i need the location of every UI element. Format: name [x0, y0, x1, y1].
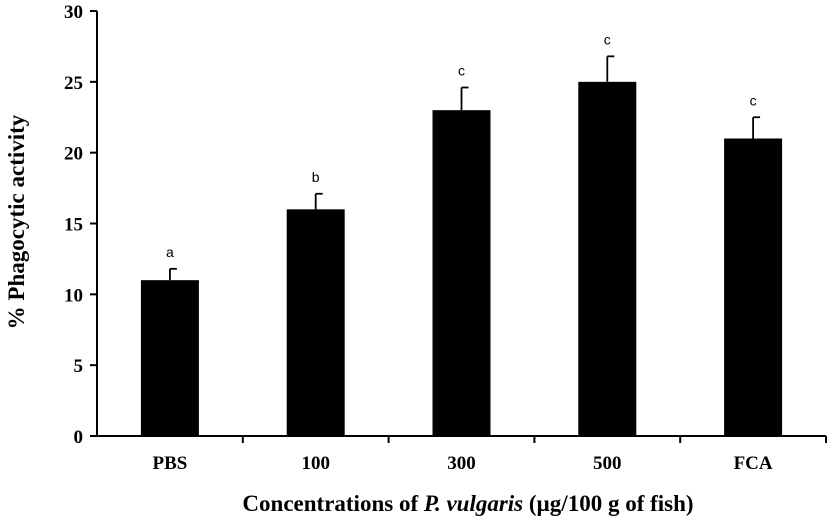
x-category-label: FCA — [734, 453, 773, 474]
x-axis-title-prefix: Concentrations of — [242, 491, 423, 516]
x-category-label: 300 — [447, 453, 476, 474]
y-tick-label: 5 — [74, 356, 84, 377]
bar — [578, 81, 637, 436]
significance-label: b — [312, 169, 320, 185]
x-axis-title: Concentrations of P. vulgaris (µg/100 g … — [242, 491, 693, 516]
significance-label: a — [166, 244, 174, 260]
x-category-label: PBS — [152, 453, 187, 474]
y-tick-label: 25 — [64, 73, 83, 94]
x-axis-title-suffix: (µg/100 g of fish) — [523, 491, 693, 516]
y-tick-label: 10 — [64, 285, 83, 306]
bar — [724, 138, 783, 436]
significance-label: c — [458, 63, 465, 79]
bars: a b c c c — [140, 31, 783, 437]
y-tick-label: 0 — [74, 427, 84, 448]
x-category-label: 100 — [301, 453, 330, 474]
x-category-label: 500 — [593, 453, 622, 474]
bar — [432, 110, 491, 437]
bar — [286, 209, 345, 436]
y-tick-label: 30 — [64, 2, 83, 23]
x-axis: PBS 100 300 500 FCA — [97, 435, 827, 474]
x-axis-title-species: P. vulgaris — [423, 491, 523, 516]
y-tick-label: 15 — [64, 215, 83, 236]
y-tick-label: 20 — [64, 144, 83, 165]
significance-label: c — [604, 31, 611, 47]
y-axis-title: % Phagocytic activity — [4, 114, 29, 329]
y-axis: 0 5 10 15 20 25 30 — [64, 2, 98, 448]
bar — [140, 280, 199, 436]
significance-label: c — [750, 92, 757, 108]
